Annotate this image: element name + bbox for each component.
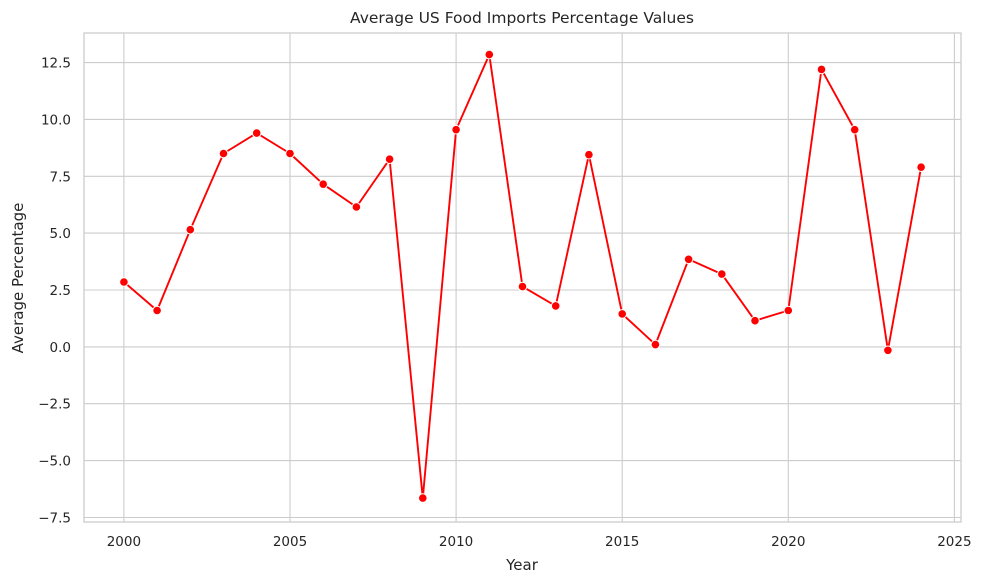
x-tick-label: 2010 <box>439 534 473 550</box>
x-tick-label: 2020 <box>771 534 805 550</box>
tick-labels: 2000 2005 2010 2015 2020 2025 −7.5 −5.0 −2.5 0.0 2… <box>38 56 971 550</box>
data-point <box>750 315 760 326</box>
y-tick-label: 2.5 <box>50 283 71 299</box>
plot-frame <box>83 32 962 523</box>
data-point <box>384 154 395 164</box>
data-point <box>584 149 594 160</box>
x-tick-label: 2025 <box>937 534 971 550</box>
data-point <box>152 305 162 316</box>
data-point <box>717 269 727 279</box>
data-point <box>517 281 528 292</box>
grid <box>84 33 961 522</box>
data-point <box>251 128 262 138</box>
y-tick-label: 12.5 <box>41 56 71 72</box>
x-tick-label: 2015 <box>605 534 639 550</box>
data-point <box>783 305 794 316</box>
data-point <box>683 254 694 265</box>
y-tick-label: 10.0 <box>41 112 71 128</box>
data-point <box>318 179 329 189</box>
y-tick-label: 0.0 <box>50 340 71 356</box>
data-point <box>451 124 461 135</box>
data-point <box>119 277 129 287</box>
data-point <box>550 301 561 311</box>
y-tick-label: 7.5 <box>50 169 71 185</box>
data-point <box>484 49 495 60</box>
y-tick-label: 5.0 <box>50 226 71 242</box>
x-axis-label: Year <box>505 556 539 574</box>
data-point <box>650 339 661 350</box>
x-tick-label: 2000 <box>107 534 141 550</box>
data-point <box>185 224 196 235</box>
data-point <box>816 64 827 75</box>
data-point <box>418 493 428 503</box>
data-point <box>351 202 362 212</box>
data-point <box>849 124 860 135</box>
series-layer <box>119 49 926 503</box>
chart-title: Average US Food Imports Percentage Value… <box>350 9 694 27</box>
y-tick-label: −5.0 <box>38 454 71 470</box>
data-point <box>218 148 229 159</box>
data-point <box>285 148 295 159</box>
data-point <box>617 309 628 319</box>
series-line <box>123 53 923 500</box>
data-point <box>883 345 893 356</box>
data-point <box>916 162 926 172</box>
y-tick-label: −2.5 <box>38 397 71 413</box>
x-tick-label: 2005 <box>273 534 307 550</box>
y-tick-label: −7.5 <box>38 511 71 527</box>
y-axis-label: Average Percentage <box>9 203 27 354</box>
